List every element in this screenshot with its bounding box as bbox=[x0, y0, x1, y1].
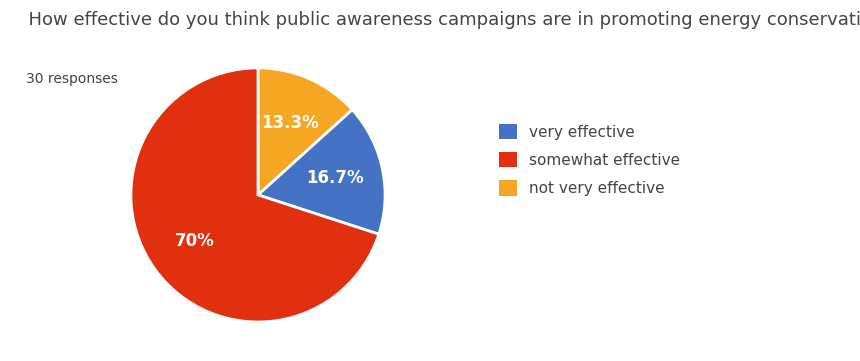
Text: 13.3%: 13.3% bbox=[261, 114, 319, 132]
Text: How effective do you think public awareness campaigns are in promoting energy co: How effective do you think public awaren… bbox=[17, 11, 860, 29]
Legend: very effective, somewhat effective, not very effective: very effective, somewhat effective, not … bbox=[491, 116, 688, 204]
Text: 70%: 70% bbox=[175, 232, 214, 250]
Wedge shape bbox=[258, 110, 385, 234]
Text: 16.7%: 16.7% bbox=[306, 169, 364, 187]
Wedge shape bbox=[131, 68, 379, 322]
Text: 30 responses: 30 responses bbox=[26, 72, 118, 86]
Wedge shape bbox=[258, 68, 353, 195]
